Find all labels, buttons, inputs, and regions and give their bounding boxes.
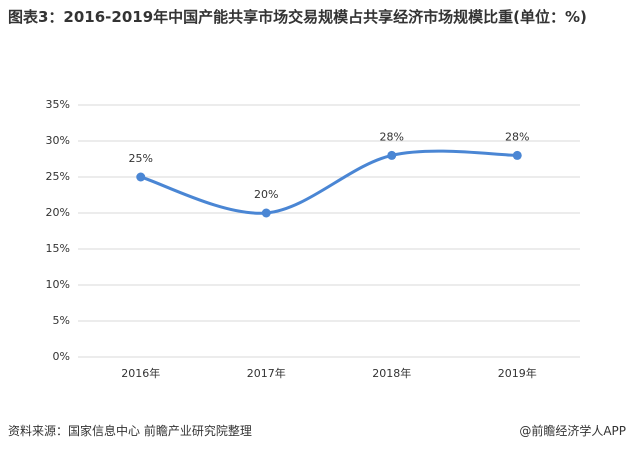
y-tick-label: 5%	[53, 314, 70, 327]
x-tick-label: 2018年	[372, 366, 411, 380]
chart-title: 图表3：2016-2019年中国产能共享市场交易规模占共享经济市场规模比重(单位…	[8, 8, 587, 26]
point	[261, 208, 271, 218]
y-tick-label: 20%	[46, 206, 70, 219]
y-tick-label: 25%	[46, 170, 70, 183]
y-tick-label: 15%	[46, 242, 70, 255]
x-tick-label: 2019年	[498, 366, 537, 380]
data-label: 25%	[129, 152, 153, 165]
x-tick-label: 2016年	[121, 366, 160, 380]
line	[140, 149, 518, 215]
data-label: 20%	[254, 188, 278, 201]
point	[512, 150, 522, 160]
point	[387, 150, 397, 160]
source-note: 资料来源：国家信息中心 前瞻产业研究院整理	[8, 424, 252, 438]
brand: @前瞻经济学人APP	[519, 424, 626, 438]
y-tick-label: 35%	[46, 98, 70, 111]
point	[136, 172, 146, 182]
y-tick-label: 0%	[53, 350, 70, 363]
y-tick-label: 30%	[46, 134, 70, 147]
data-label: 28%	[505, 130, 529, 143]
y-tick-label: 10%	[46, 278, 70, 291]
data-label: 28%	[380, 130, 404, 143]
x-tick-label: 2017年	[247, 366, 286, 380]
